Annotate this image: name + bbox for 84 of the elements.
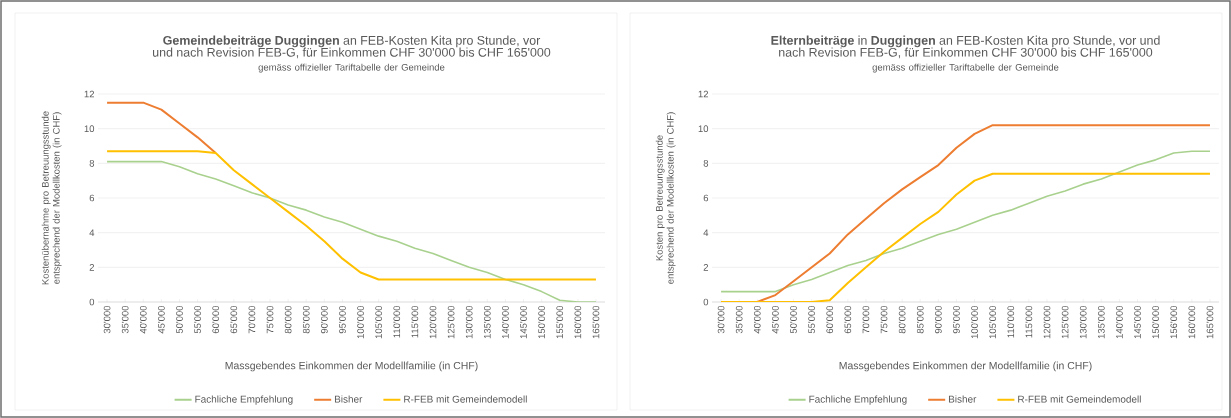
x-tick-label: 55'000 [808,305,815,334]
x-tick-label: 150'000 [538,305,545,339]
x-axis-title: Massgebendes Einkommen der Modellfamilie (in CHF) [225,361,478,372]
x-tick-label: 150'000 [1152,305,1159,339]
x-tick-label: 145'000 [1134,305,1141,339]
x-tick-label: 156'000 [1170,305,1178,339]
x-tick-label: 30'000 [717,305,725,334]
x-tick-label: 30'000 [103,305,111,334]
x-tick-label: 115'000 [1025,305,1033,338]
x-tick-label: 85'000 [302,305,310,334]
x-tick-label: 120'000 [429,305,437,339]
legend-label: Bisher [334,395,363,403]
x-tick-label: 90'000 [320,305,328,334]
x-tick-label: 100'000 [971,305,978,339]
chart-title: Elternbeiträge in Duggingen an FEB-Kosten Kita pro Stunde, vor und nach Revision FEB-G, für Einkommen CHF 30'000 bis CHF 165'000 [771,35,1160,59]
x-tick-label: 95'000 [953,305,960,334]
x-tick-label: 40'000 [139,305,147,334]
x-tick-label: 120'000 [1043,305,1051,339]
y-tick-label: 8 [89,159,95,167]
legend-label: R-FEB mit Gemeindemodell [404,395,527,403]
x-tick-label: 125'000 [447,305,455,339]
x-tick-label: 65'000 [230,305,238,334]
y-tick-label: 8 [703,159,709,167]
y-tick-label: 4 [89,229,95,236]
x-tick-label: 50'000 [790,305,797,334]
x-tick-label: 110'000 [1007,305,1015,338]
x-tick-label: 50'000 [176,305,183,334]
x-tick-label: 65'000 [844,305,852,334]
y-tick-label: 10 [698,125,709,133]
y-tick-label: 0 [703,298,709,306]
x-axis-title: Massgebendes Einkommen der Modellfamilie (in CHF) [839,361,1092,372]
x-tick-label: 35'000 [121,305,129,334]
y-tick-label: 6 [89,194,95,202]
chart-subtitle: gemäss offizieller Tariftabelle der Gemeinde [872,63,1059,73]
x-tick-label: 100'000 [357,305,364,339]
legend-label: R-FEB mit Gemeindemodell [1018,395,1141,403]
y-tick-label: 6 [703,194,709,202]
x-tick-label: 35'000 [735,305,743,334]
x-tick-label: 130'000 [465,305,473,339]
x-tick-label: 70'000 [248,305,256,334]
x-tick-label: 40'000 [753,305,761,334]
x-tick-label: 60'000 [826,305,834,334]
x-tick-label: 140'000 [1116,305,1123,339]
legend-label: Fachliche Empfehlung [195,395,293,405]
x-tick-label: 85'000 [916,305,924,334]
x-tick-label: 165'000 [1206,305,1214,339]
x-tick-label: 60'000 [212,305,220,334]
legend-label: Fachliche Empfehlung [809,395,907,405]
chart-subtitle: gemäss offizieller Tariftabelle der Gemeinde [258,63,445,73]
chart-title: Gemeindebeiträge Duggingen an FEB-Kosten Kita pro Stunde, vor und nach Revision FEB-G, für Einkommen CHF 30'000 bis CHF 165'000 [153,35,551,59]
x-tick-label: 105'000 [989,305,997,339]
x-tick-label: 160'000 [1188,305,1196,339]
y-axis-title: Kostenübernahme pro Betreuungsstunde entsprechend der Modellkosten (in CHF) [41,111,62,285]
x-tick-label: 55'000 [194,305,201,334]
x-tick-label: 145'000 [520,305,527,339]
x-tick-label: 155'000 [556,305,564,339]
x-tick-label: 140'000 [502,305,509,339]
y-tick-label: 12 [84,90,95,98]
y-tick-label: 4 [703,229,709,236]
x-tick-label: 80'000 [898,305,906,334]
x-tick-label: 105'000 [375,305,383,339]
y-tick-label: 12 [698,90,709,98]
x-tick-label: 135'000 [1097,305,1105,339]
x-tick-label: 45'000 [158,305,165,334]
x-tick-label: 75'000 [266,305,274,334]
x-tick-label: 45'000 [772,305,779,334]
x-tick-label: 130'000 [1079,305,1087,339]
x-tick-label: 75'000 [880,305,888,334]
x-tick-label: 80'000 [284,305,292,334]
y-tick-label: 10 [84,125,95,133]
y-tick-label: 0 [89,298,95,306]
x-tick-label: 95'000 [339,305,346,334]
x-tick-label: 115'000 [411,305,419,338]
y-tick-label: 2 [703,264,709,271]
x-tick-label: 110'000 [393,305,401,338]
x-tick-label: 135'000 [483,305,491,339]
x-tick-label: 160'000 [574,305,582,339]
x-tick-label: 70'000 [862,305,870,334]
x-tick-label: 125'000 [1061,305,1069,339]
legend-label: Bisher [948,395,977,403]
x-tick-label: 165'000 [592,305,600,339]
y-axis-title: Kosten pro Betreuungsstunde entsprechend der Modellkosten (in CHF) [655,112,676,284]
x-tick-label: 90'000 [935,305,942,334]
y-tick-label: 2 [89,264,95,271]
